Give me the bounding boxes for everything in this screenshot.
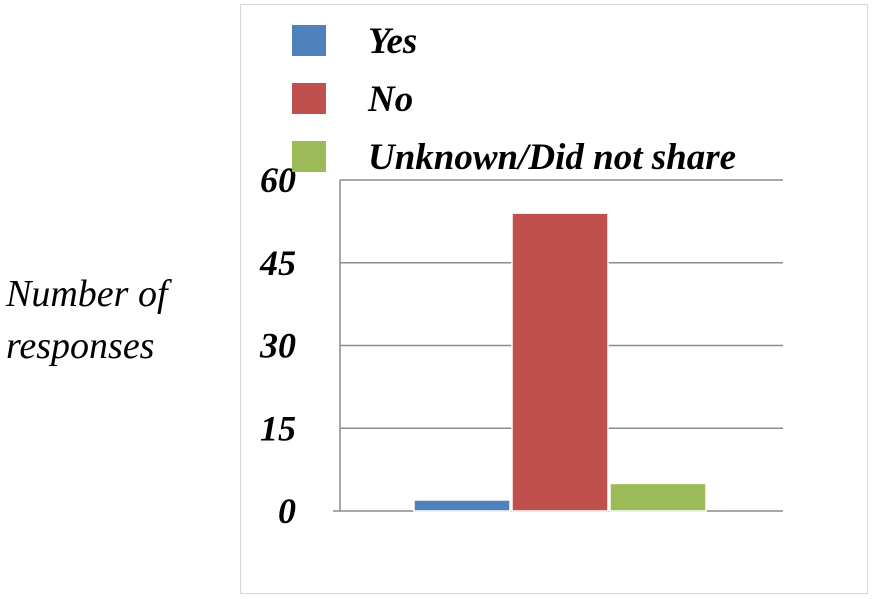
y-tick-label: 0 [278, 491, 296, 531]
chart-frame [240, 4, 868, 594]
legend-swatch [292, 25, 326, 56]
legend-swatch [292, 141, 326, 172]
y-axis-label: Number of responses [6, 268, 236, 372]
legend-label: No [367, 79, 413, 120]
y-tick-label: 45 [259, 243, 296, 283]
bars [413, 212, 707, 512]
y-axis-label-line-2: responses [6, 325, 155, 367]
bar-yes [413, 499, 511, 512]
y-tick-label: 30 [259, 326, 296, 366]
legend-label: Unknown/Did not share [368, 137, 736, 178]
y-axis-label-line-1: Number of [6, 273, 168, 315]
y-tick-label: 15 [260, 408, 296, 448]
bar-unknown-did-not-share [609, 482, 707, 512]
legend-label: Yes [368, 21, 417, 62]
legend: Yes No Unknown/Did not share [292, 21, 736, 178]
bar-no [511, 212, 609, 512]
y-tick-labels: 0 15 30 45 60 [259, 160, 296, 531]
legend-swatch [292, 83, 326, 114]
y-tick-label: 60 [260, 160, 296, 200]
